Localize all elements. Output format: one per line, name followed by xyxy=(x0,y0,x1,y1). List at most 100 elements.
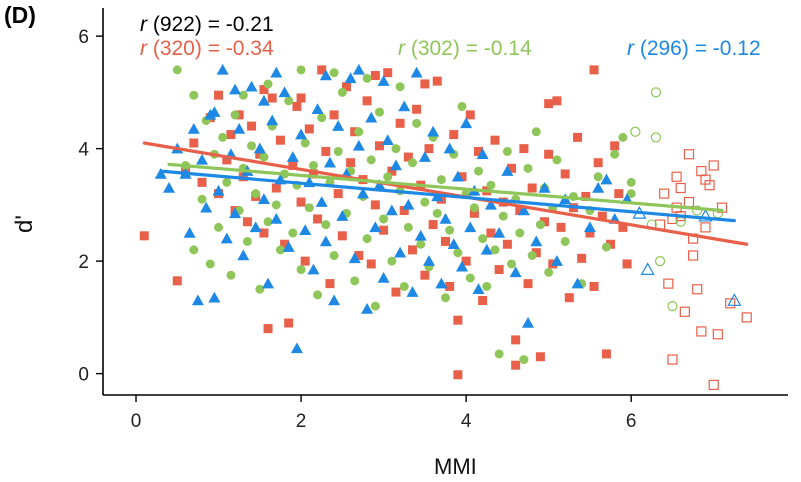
triangle-point xyxy=(286,151,299,162)
circle-point xyxy=(362,73,372,83)
triangle-point xyxy=(187,122,200,134)
square-point xyxy=(692,284,703,295)
square-point xyxy=(280,239,290,249)
triangle-point xyxy=(332,120,345,131)
regression-line xyxy=(159,169,736,223)
square-point xyxy=(259,228,269,238)
circle-point xyxy=(692,205,703,216)
triangle-point xyxy=(600,173,613,185)
square-point xyxy=(556,222,566,232)
square-point xyxy=(696,326,707,337)
triangle-point xyxy=(270,66,283,78)
triangle-point xyxy=(398,100,411,112)
circle-point xyxy=(630,126,641,137)
square-point xyxy=(585,228,595,238)
triangle-point xyxy=(356,187,369,199)
square-point xyxy=(712,329,723,340)
circle-point xyxy=(515,228,525,238)
correlation-label-green: r (302) = -0.14 xyxy=(398,37,532,61)
regression-lines xyxy=(142,141,749,246)
triangle-point xyxy=(640,262,655,275)
circle-point xyxy=(288,228,298,238)
circle-point xyxy=(197,194,207,204)
circle-point xyxy=(284,96,294,106)
square-point xyxy=(461,256,471,266)
square-point xyxy=(189,138,199,148)
triangle-point xyxy=(216,63,229,75)
circle-point xyxy=(490,245,500,255)
circle-point xyxy=(189,90,199,100)
circle-point xyxy=(370,301,380,311)
square-point xyxy=(453,315,463,325)
triangle-point xyxy=(154,167,167,179)
triangle-point xyxy=(451,170,464,182)
square-point xyxy=(465,110,475,120)
correlation-value: (922) = -0.21 xyxy=(147,13,274,36)
triangle-point xyxy=(389,159,402,171)
square-point xyxy=(683,149,695,160)
square-point xyxy=(449,130,459,140)
square-point xyxy=(564,293,574,303)
square-point xyxy=(288,161,298,170)
triangle-point xyxy=(538,182,551,193)
circle-point xyxy=(445,225,455,235)
circle-point xyxy=(296,65,306,75)
triangle-point xyxy=(237,249,250,261)
circle-point xyxy=(300,138,310,148)
square-point xyxy=(490,135,500,145)
circle-point xyxy=(247,141,257,151)
triangle-point xyxy=(315,196,328,207)
square-point xyxy=(403,152,413,162)
triangle-point xyxy=(385,204,398,216)
circle-point xyxy=(263,217,273,227)
circle-point xyxy=(469,203,479,213)
square-point xyxy=(313,214,323,224)
square-point xyxy=(428,220,438,230)
circle-point xyxy=(432,208,442,218)
triangle-point xyxy=(522,317,535,328)
square-point xyxy=(725,298,736,309)
circle-point xyxy=(482,281,492,291)
square-point xyxy=(597,211,607,221)
square-point xyxy=(507,163,517,173)
triangle-point xyxy=(447,238,460,250)
circle-point xyxy=(465,273,475,283)
triangle-point xyxy=(282,241,295,252)
circle-point xyxy=(172,65,182,75)
circle-point xyxy=(527,251,537,260)
circle-point xyxy=(275,245,285,255)
square-point xyxy=(296,197,306,207)
circle-point xyxy=(399,281,409,291)
square-point xyxy=(696,166,707,177)
r-symbol: r xyxy=(398,37,405,60)
square-point xyxy=(387,166,397,176)
square-point xyxy=(341,82,351,92)
circle-point xyxy=(391,144,401,154)
triangle-point xyxy=(229,207,242,219)
triangle-point xyxy=(245,80,258,92)
circle-point xyxy=(519,355,529,365)
square-point xyxy=(671,171,682,182)
triangle-point xyxy=(328,294,341,306)
square-point xyxy=(515,206,525,215)
circle-point xyxy=(304,203,314,213)
circle-point xyxy=(242,236,252,246)
triangle-point xyxy=(439,212,452,224)
square-point xyxy=(325,279,335,289)
square-point xyxy=(197,177,207,187)
triangle-point xyxy=(266,114,279,126)
square-point xyxy=(663,278,674,289)
circle-point xyxy=(420,197,430,207)
y-tick-label: 2 xyxy=(78,252,89,273)
square-point xyxy=(395,118,405,128)
triangle-point xyxy=(229,83,242,95)
circle-point xyxy=(263,79,273,89)
square-point xyxy=(284,318,294,328)
circle-point xyxy=(205,259,215,269)
circle-point xyxy=(650,87,662,98)
circle-point xyxy=(486,180,496,190)
square-point xyxy=(321,146,331,156)
triangle-point xyxy=(191,294,204,306)
triangle-point xyxy=(406,286,419,297)
